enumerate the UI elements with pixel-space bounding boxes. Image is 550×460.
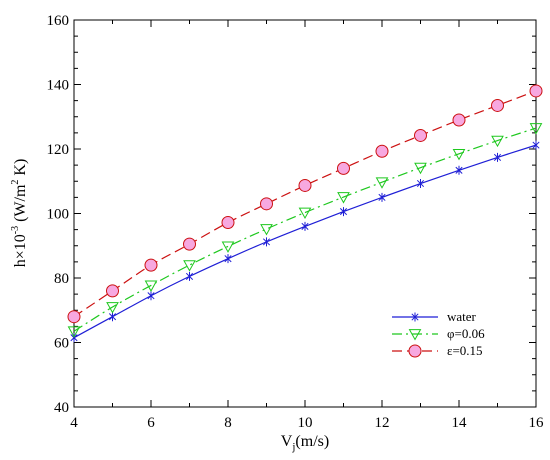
data-point-s1 — [529, 123, 543, 135]
data-point-s0 — [493, 152, 502, 162]
y-tick-label: 120 — [47, 142, 70, 158]
data-point-s2 — [298, 178, 312, 192]
y-tick-label: 160 — [47, 13, 70, 29]
x-tick-label: 4 — [70, 415, 78, 431]
x-tick-label: 10 — [298, 415, 313, 431]
y-axis-label-exp2: 2 — [10, 180, 21, 185]
x-axis-label-sub: j — [291, 441, 295, 453]
data-point-s0 — [185, 271, 194, 281]
data-point-s0 — [147, 291, 155, 301]
y-axis-label: h×10-3 (W/m2 K) — [10, 159, 29, 268]
data-point-s1 — [67, 326, 81, 338]
data-point-s0 — [378, 192, 386, 202]
y-tick-label: 40 — [54, 400, 69, 416]
x-axis-label-main: V — [281, 433, 293, 450]
data-point-s0 — [108, 312, 117, 322]
data-point-s0 — [416, 179, 425, 189]
y-tick-label: 140 — [47, 78, 70, 94]
data-point-s1 — [491, 135, 504, 148]
markers-group — [67, 84, 543, 343]
y-tick-label: 80 — [54, 271, 69, 287]
x-axis-label: Vj(m/s) — [281, 433, 329, 453]
x-tick-label: 6 — [147, 415, 155, 431]
x-tick-label: 12 — [375, 415, 390, 431]
data-point-s0 — [532, 140, 540, 150]
legend-marker-0 — [411, 312, 419, 322]
data-point-s1 — [414, 162, 427, 175]
data-point-s2 — [106, 284, 119, 298]
data-point-s2 — [491, 98, 504, 112]
data-point-s0 — [339, 207, 348, 217]
data-point-s2 — [375, 144, 389, 158]
data-point-s2 — [183, 237, 196, 251]
x-tick-label: 14 — [452, 415, 468, 431]
data-point-s1 — [144, 280, 158, 292]
legend-marker-2 — [408, 344, 422, 358]
axis-ticks: 4 6 8 10 12 14 16 40 60 80 100 120 140 160 — [47, 13, 545, 431]
data-point-s0 — [301, 221, 309, 231]
series-line-2 — [73, 90, 537, 318]
data-point-s1 — [337, 192, 350, 204]
data-point-s0 — [262, 237, 271, 247]
y-tick-label: 60 — [54, 336, 69, 352]
data-point-s2 — [144, 258, 158, 272]
data-point-s2 — [414, 128, 427, 142]
data-point-s2 — [529, 84, 543, 98]
data-point-s1 — [106, 302, 119, 314]
y-axis-label-b: (W/m — [12, 184, 29, 226]
data-point-s1 — [298, 207, 312, 220]
x-axis-label-rest: (m/s) — [295, 433, 329, 450]
data-point-s2 — [337, 161, 350, 175]
data-point-s1 — [452, 148, 466, 161]
data-point-s1 — [183, 260, 196, 272]
y-axis-label-exp1: -3 — [10, 226, 21, 234]
data-point-s2 — [221, 216, 235, 230]
data-point-s0 — [455, 165, 463, 175]
data-point-s2 — [67, 310, 81, 324]
legend-marker-1 — [408, 329, 422, 341]
y-axis-label-c: K) — [12, 159, 29, 180]
data-point-s2 — [452, 113, 466, 127]
y-axis-label-a: h×10 — [12, 234, 29, 267]
legend-label-2: ε=0.15 — [447, 343, 483, 358]
legend-label-1: φ=0.06 — [447, 326, 485, 341]
data-point-s1 — [221, 241, 235, 253]
y-tick-label: 100 — [47, 207, 70, 223]
x-tick-label: 8 — [224, 415, 232, 431]
legend: water φ=0.06 ε=0.15 — [392, 309, 485, 358]
data-point-s0 — [224, 254, 232, 264]
series-group — [73, 90, 537, 339]
series-line-1 — [73, 127, 537, 332]
data-point-s1 — [260, 224, 273, 236]
data-point-s2 — [260, 197, 273, 211]
legend-label-0: water — [447, 309, 477, 324]
data-point-s1 — [375, 177, 389, 189]
x-tick-label: 16 — [529, 415, 545, 431]
